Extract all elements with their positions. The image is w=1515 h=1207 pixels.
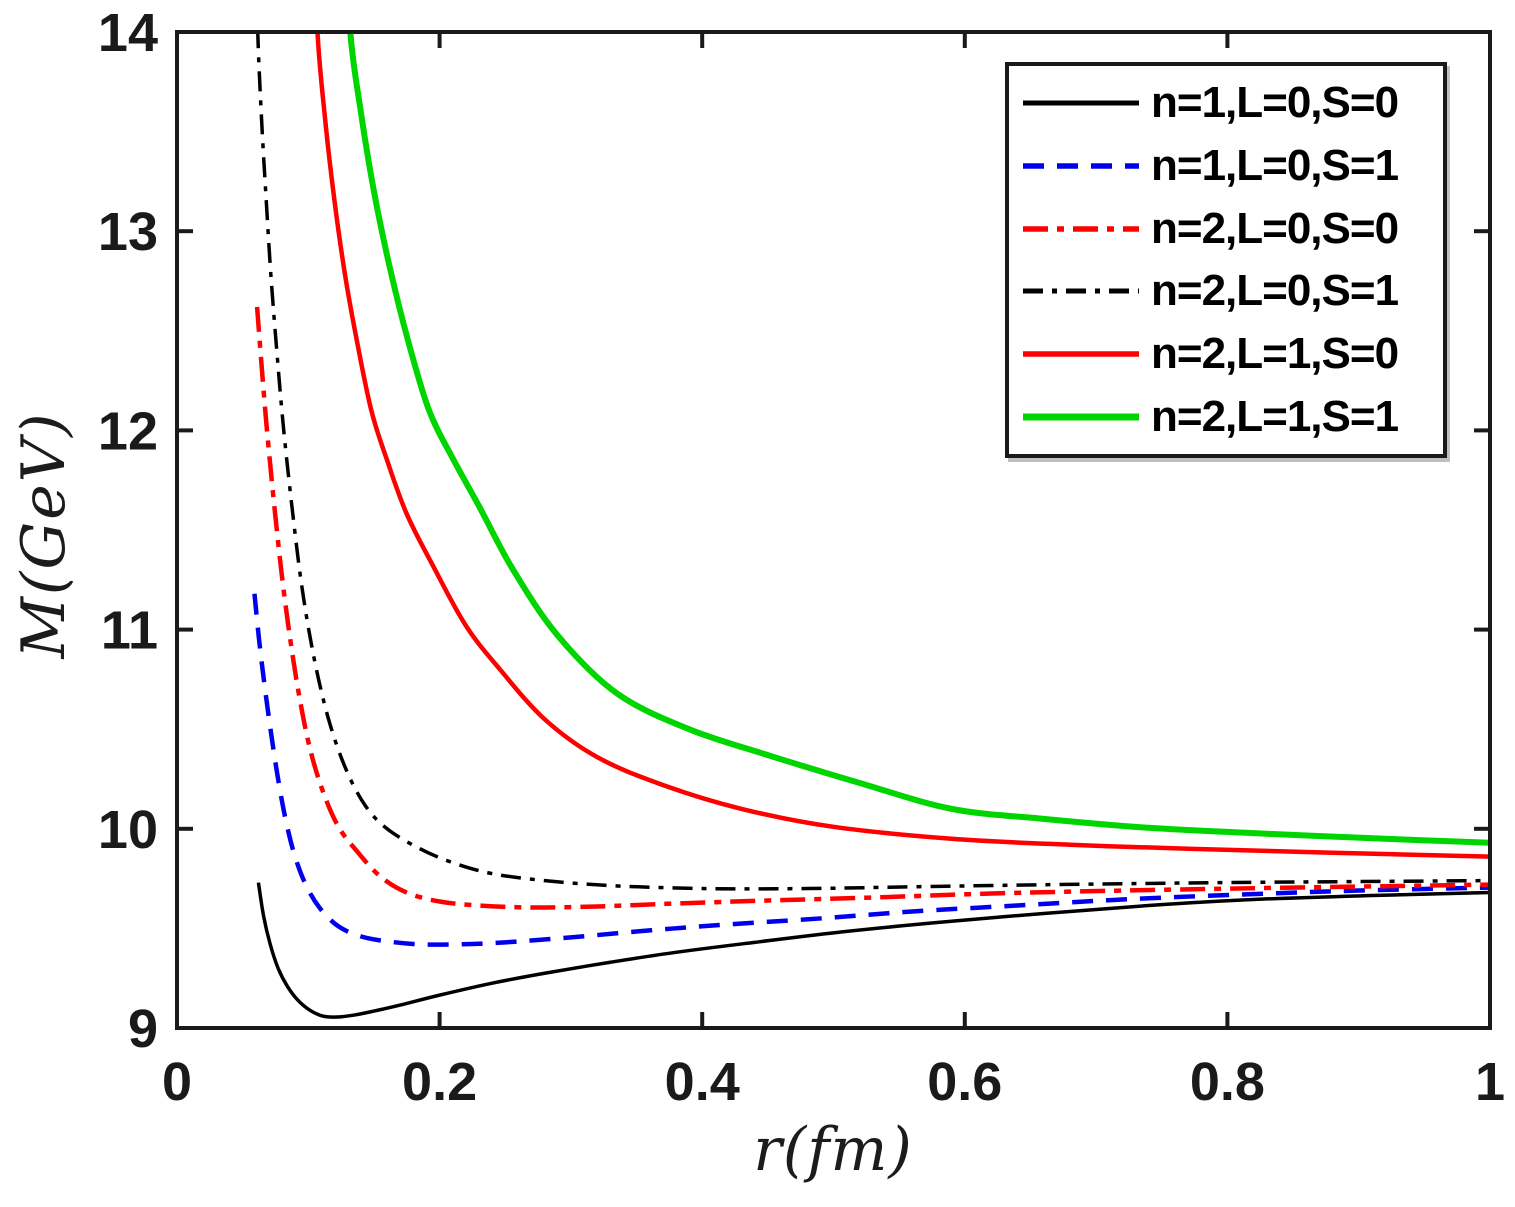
y-tick-label: 12: [98, 401, 158, 461]
legend-line-sample: [1023, 225, 1139, 232]
legend-row-n2-L1-S0: n=2,L=1,S=0: [1009, 324, 1443, 384]
legend-row-n2-L0-S0: n=2,L=0,S=0: [1009, 199, 1443, 259]
x-tick-label: 0.2: [402, 1052, 477, 1112]
legend-line-sample: [1023, 351, 1139, 357]
legend-label: n=2,L=1,S=1: [1151, 391, 1399, 441]
legend-row-n2-L1-S1: n=2,L=1,S=1: [1009, 387, 1443, 447]
x-tick-label: 1: [1475, 1052, 1505, 1112]
x-axis-label-text: r(fm): [753, 1115, 913, 1185]
legend-line-sample: [1023, 413, 1139, 421]
x-tick-label: 0.4: [665, 1052, 740, 1112]
legend-row-n1-L0-S1: n=1,L=0,S=1: [1009, 136, 1443, 196]
legend-label: n=2,L=1,S=0: [1151, 328, 1399, 378]
y-tick-label: 13: [98, 202, 158, 262]
curve-n1-L0-S1: [252, 593, 1490, 947]
y-tick-label: 10: [98, 800, 158, 860]
y-tick-label: 14: [98, 3, 158, 63]
legend-label: n=2,L=0,S=0: [1151, 203, 1399, 253]
curve-n2-L0-S0: [254, 306, 1490, 910]
curve-n2-L0-S1: [255, 32, 1490, 891]
plot-border: [175, 30, 1492, 1030]
ticks-group: [175, 30, 1492, 1030]
curve-n1-L0-S0: [256, 882, 1490, 1019]
legend-line-sample: [1023, 100, 1139, 106]
x-tick-label: 0.8: [1190, 1052, 1265, 1112]
legend-label: n=2,L=0,S=1: [1151, 266, 1399, 316]
curve-n2-L1-S0: [315, 32, 1490, 859]
curves-group: [252, 32, 1490, 1019]
x-tick-label: 0: [162, 1052, 192, 1112]
y-tick-label: 11: [101, 601, 158, 661]
legend: n=1,L=0,S=0 n=1,L=0,S=1 n=2,L=0,S=0 n=2,…: [1005, 62, 1447, 458]
legend-label: n=1,L=0,S=1: [1151, 140, 1399, 190]
legend-line-sample: [1023, 163, 1139, 169]
y-axis-label-text: M(GeV): [9, 411, 79, 659]
x-tick-label: 0.6: [927, 1052, 1002, 1112]
legend-line-sample: [1023, 288, 1139, 294]
legend-row-n1-L0-S0: n=1,L=0,S=0: [1009, 73, 1443, 133]
y-tick-label: 9: [128, 999, 158, 1059]
legend-row-n2-L0-S1: n=2,L=0,S=1: [1009, 261, 1443, 321]
legend-label: n=1,L=0,S=0: [1151, 78, 1399, 128]
curve-n2-L1-S1: [347, 32, 1490, 846]
